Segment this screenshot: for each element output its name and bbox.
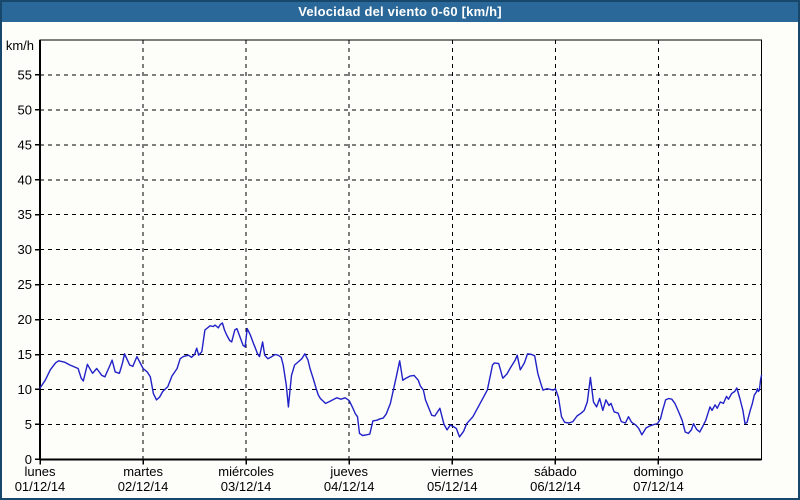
- y-tick-label: 50: [18, 102, 32, 117]
- y-tick-label: 15: [18, 347, 32, 362]
- y-tick-label: 10: [18, 382, 32, 397]
- y-tick-label: 25: [18, 277, 32, 292]
- x-date-label: 02/12/14: [118, 479, 169, 494]
- x-day-label: lunes: [24, 464, 56, 479]
- y-tick-label: 45: [18, 137, 32, 152]
- y-unit-label: km/h: [6, 38, 34, 53]
- x-date-label: 07/12/14: [633, 479, 684, 494]
- x-day-label: jueves: [329, 464, 368, 479]
- x-day-label: miércoles: [218, 464, 274, 479]
- y-tick-label: 0: [25, 452, 32, 467]
- x-date-label: 04/12/14: [324, 479, 375, 494]
- x-day-label: sábado: [534, 464, 577, 479]
- y-tick-label: 40: [18, 172, 32, 187]
- chart-title: Velocidad del viento 0-60 [km/h]: [298, 4, 502, 19]
- x-date-label: 01/12/14: [15, 479, 66, 494]
- chart-title-bar: Velocidad del viento 0-60 [km/h]: [2, 2, 798, 22]
- y-tick-label: 55: [18, 67, 32, 82]
- y-tick-label: 20: [18, 312, 32, 327]
- x-date-label: 06/12/14: [530, 479, 581, 494]
- x-day-label: domingo: [633, 464, 683, 479]
- x-date-label: 03/12/14: [221, 479, 272, 494]
- x-day-label: viernes: [431, 464, 473, 479]
- y-tick-label: 35: [18, 207, 32, 222]
- wind-speed-line: [39, 322, 763, 438]
- x-date-label: 05/12/14: [427, 479, 478, 494]
- y-tick-label: 30: [18, 242, 32, 257]
- x-day-label: martes: [123, 464, 163, 479]
- y-tick-label: 5: [25, 417, 32, 432]
